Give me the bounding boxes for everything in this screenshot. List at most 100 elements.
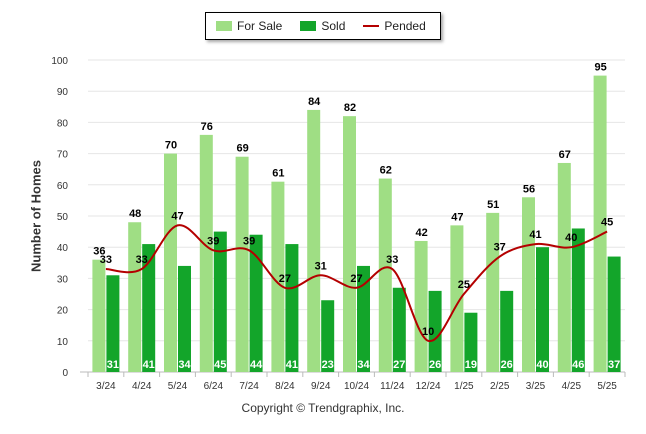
data-label-pended: 37 <box>494 242 506 254</box>
data-label-pended: 10 <box>422 326 434 338</box>
x-tick-label: 2/25 <box>490 381 510 392</box>
data-label-pended: 33 <box>100 254 112 266</box>
bar-sold <box>571 228 585 372</box>
bar-for-sale <box>164 153 177 372</box>
y-tick-label: 60 <box>57 181 69 192</box>
x-tick-label: 3/24 <box>96 381 116 392</box>
data-label-pended: 33 <box>136 254 148 266</box>
data-label-sold: 34 <box>178 359 191 371</box>
x-tick-label: 7/24 <box>239 381 259 392</box>
data-label-sold: 37 <box>608 359 620 371</box>
data-label-for-sale: 76 <box>201 121 213 133</box>
bar-sold <box>464 312 478 372</box>
legend-label-pended: Pended <box>384 19 426 33</box>
data-label-for-sale: 82 <box>344 102 356 114</box>
data-label-for-sale: 67 <box>559 149 571 161</box>
data-label-sold: 19 <box>465 359 477 371</box>
x-tick-label: 1/25 <box>454 381 474 392</box>
data-label-for-sale: 62 <box>380 165 392 177</box>
data-label-sold: 31 <box>107 359 119 371</box>
x-tick-label: 11/24 <box>380 381 405 392</box>
data-label-pended: 39 <box>243 235 255 247</box>
data-label-sold: 46 <box>572 359 584 371</box>
data-label-for-sale: 69 <box>236 143 248 155</box>
bar-for-sale <box>343 116 356 372</box>
legend-item-pended[interactable]: Pended <box>363 19 426 33</box>
x-tick-label: 9/24 <box>311 381 331 392</box>
data-label-for-sale: 48 <box>129 208 141 220</box>
y-tick-label: 70 <box>57 150 69 161</box>
data-label-pended: 33 <box>386 254 398 266</box>
bar-sold <box>285 244 299 372</box>
legend-item-for-sale[interactable]: For Sale <box>216 19 282 33</box>
bar-for-sale <box>307 109 321 373</box>
data-label-sold: 41 <box>143 359 155 371</box>
x-tick-label: 4/25 <box>562 381 582 392</box>
y-tick-label: 30 <box>57 274 69 285</box>
data-label-pended: 39 <box>207 235 219 247</box>
y-tick-label: 10 <box>57 337 69 348</box>
bar-sold <box>106 275 120 372</box>
bar-for-sale <box>378 178 392 372</box>
bar-for-sale <box>486 212 500 372</box>
data-label-sold: 26 <box>501 359 513 371</box>
data-label-pended: 27 <box>350 273 362 285</box>
bar-for-sale <box>128 222 142 372</box>
bar-for-sale <box>235 156 249 372</box>
bar-sold <box>607 256 621 372</box>
data-label-sold: 40 <box>536 359 548 371</box>
data-label-for-sale: 70 <box>165 140 177 152</box>
bar-sold <box>321 300 335 372</box>
y-tick-label: 90 <box>57 87 69 98</box>
data-label-for-sale: 95 <box>594 62 606 74</box>
data-label-pended: 40 <box>565 232 577 244</box>
legend-swatch-for-sale <box>216 21 232 31</box>
chart-legend: For Sale Sold Pended <box>205 12 441 40</box>
bar-sold <box>357 265 370 372</box>
data-label-for-sale: 56 <box>523 183 535 195</box>
legend-swatch-sold <box>300 21 317 31</box>
x-tick-label: 3/25 <box>526 381 546 392</box>
data-label-for-sale: 51 <box>487 199 499 211</box>
bar-for-sale <box>450 225 464 372</box>
bar-for-sale <box>271 181 285 372</box>
y-tick-label: 100 <box>51 56 68 67</box>
legend-item-sold[interactable]: Sold <box>300 19 345 33</box>
data-label-pended: 31 <box>315 260 327 272</box>
bar-sold <box>536 247 549 372</box>
copyright-text: Copyright © Trendgraphix, Inc. <box>241 401 405 415</box>
data-label-pended: 41 <box>529 229 541 241</box>
y-tick-label: 80 <box>57 118 69 129</box>
bar-sold <box>178 265 191 372</box>
data-label-sold: 23 <box>322 359 334 371</box>
y-tick-label: 20 <box>57 306 69 317</box>
data-label-for-sale: 61 <box>272 168 284 180</box>
data-label-sold: 27 <box>393 359 405 371</box>
bar-for-sale <box>414 240 428 372</box>
data-label-pended: 45 <box>601 217 613 229</box>
y-tick-label: 0 <box>62 368 68 379</box>
data-label-pended: 25 <box>458 279 470 291</box>
bar-sold <box>428 290 442 372</box>
legend-label-for-sale: For Sale <box>237 19 283 33</box>
data-label-sold: 26 <box>429 359 441 371</box>
legend-label-sold: Sold <box>321 19 346 33</box>
bar-for-sale <box>557 162 571 372</box>
data-label-sold: 34 <box>357 359 370 371</box>
data-label-for-sale: 84 <box>308 96 321 108</box>
x-tick-label: 10/24 <box>344 381 369 392</box>
y-tick-label: 40 <box>57 243 69 254</box>
data-label-pended: 27 <box>279 273 291 285</box>
data-label-sold: 41 <box>286 359 298 371</box>
pended-line <box>105 224 608 342</box>
data-label-for-sale: 36 <box>93 246 105 258</box>
data-label-pended: 47 <box>171 210 183 222</box>
x-tick-label: 6/24 <box>204 381 224 392</box>
bar-sold <box>500 290 514 372</box>
bar-sold <box>213 231 227 372</box>
bar-sold <box>142 244 156 372</box>
x-tick-label: 4/24 <box>132 381 152 392</box>
x-tick-label: 12/24 <box>416 381 441 392</box>
x-tick-label: 5/24 <box>168 381 188 392</box>
